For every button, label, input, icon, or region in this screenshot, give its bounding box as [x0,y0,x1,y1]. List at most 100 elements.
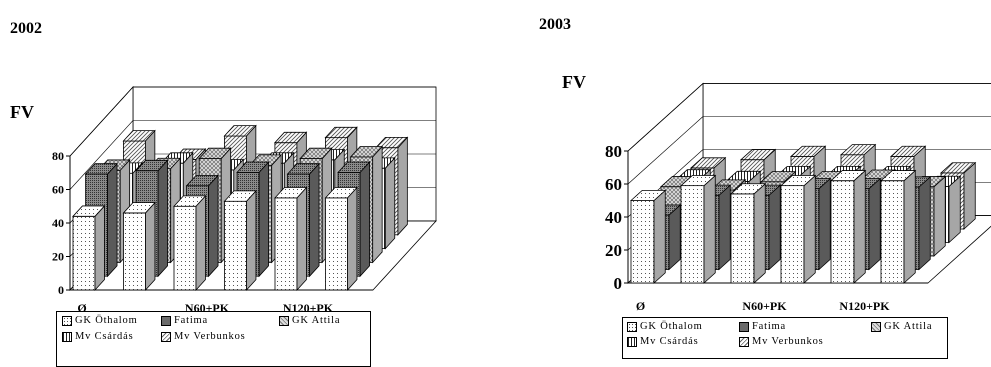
bar-side [94,204,105,292]
bar-top [374,136,409,149]
bar-top [689,157,727,169]
gridline-side [627,116,704,185]
legend-item-gk-attila: GK Attila [871,321,932,332]
bar-top [72,205,106,217]
bar-side [195,194,206,292]
legend-label: GK Attila [292,315,341,326]
chart-2003: 0 20 40 60 80 Ø N60+PK N120+PK 2003 FV [539,16,991,313]
bar-side [668,204,681,271]
bar-side [258,160,269,278]
bar-top [84,163,118,175]
bar-top [223,190,257,202]
legend-label: GK Öthalom [640,321,703,332]
legend-item-gk-thalom: GK Öthalom [627,321,703,332]
x-tick-label: Ø [636,299,645,313]
bar-gk-thalom [629,189,667,284]
bar-top [236,161,270,173]
bar-gk-thalom [324,186,358,292]
legend-label: GK Attila [884,321,933,332]
bar-side [918,175,931,271]
bar-top [789,145,827,157]
x-tick-label: N120+PK [839,299,890,313]
legend-swatch [627,321,637,332]
y-tick-label: 20 [52,250,64,264]
bar-side [803,174,816,284]
bar-front [123,212,146,291]
bar-side [963,161,976,230]
legend-swatch [62,315,72,326]
bar-top [135,159,169,172]
legend-item-mv-cs-rd-s: Mv Csárdás [627,336,698,347]
bar-front [325,197,348,291]
bar-top [286,163,320,175]
bar-front [224,200,247,291]
bar-front [274,197,298,291]
bar-front [780,185,805,284]
bar-top [274,187,308,199]
bar-side [246,189,257,292]
chart-title: 2002 [10,20,42,37]
bar-top [324,187,358,199]
bar-top [122,130,156,142]
legend-2003: GK Öthalom Fatima GK Attila Mv Csárdás Mv Ve… [622,317,948,359]
bar-gk-thalom [173,194,207,292]
bar-side [397,136,408,236]
bar-side [703,174,716,284]
bar-front [680,185,705,284]
gridline-side [69,120,134,190]
bar-top [349,146,384,158]
bar-side [768,184,781,271]
bar-side [157,159,168,278]
bar-front [630,200,655,284]
bar-gk-thalom [879,169,917,284]
bar-top [829,170,867,182]
x-tick-label: N60+PK [742,299,787,313]
legend-swatch [161,315,171,326]
legend-swatch [739,336,749,347]
legend-item-gk-thalom: GK Öthalom [62,315,138,326]
bar-top [779,175,817,187]
bar-side [853,169,866,284]
legend-label: Mv Verbunkos [174,331,246,342]
legend-item-mv-verbunkos: Mv Verbunkos [739,336,824,347]
legend-swatch [871,321,881,332]
y-tick-label: 40 [52,216,64,230]
y-tick-label: 0 [58,283,64,297]
bar-gk-thalom [274,186,308,292]
bar-gk-thalom [779,174,817,284]
bar-top [173,195,207,207]
legend-2002: GK Öthalom Fatima GK Attila Mv Csárdás Mv Ve… [56,311,371,367]
bar-gk-thalom [679,174,717,284]
bar-gk-thalom [223,189,257,292]
bar-side [933,175,946,257]
legend-item-fatima: Fatima [739,321,786,332]
legend-item-mv-cs-rd-s: Mv Csárdás [62,331,133,342]
y-tick-label: 60 [605,175,622,194]
legend-item-fatima: Fatima [161,315,208,326]
bar-side [347,186,358,292]
y-tick-label: 0 [614,274,623,293]
bar-side [868,177,881,271]
bar-top [223,125,257,137]
gridline-side [69,86,134,157]
bar-top [739,149,777,161]
legend-swatch [279,315,289,326]
bar-side [818,177,831,271]
bar-top [839,144,877,156]
legend-label: Mv Verbunkos [752,336,824,347]
x-tick-label: Ø [77,301,86,315]
bar-front [72,215,96,291]
bar-side [903,169,916,284]
legend-label: GK Öthalom [75,315,138,326]
bar-side [208,174,219,278]
legend-swatch [62,331,72,342]
y-tick-label: 80 [52,149,64,163]
bar-gk-thalom [122,201,156,292]
bar-top [299,147,333,159]
bar-gk-thalom [729,182,767,284]
bar-top [729,183,767,195]
y-axis-label: FV [562,72,586,92]
y-tick-label: 60 [52,183,64,197]
legend-swatch [739,321,749,332]
